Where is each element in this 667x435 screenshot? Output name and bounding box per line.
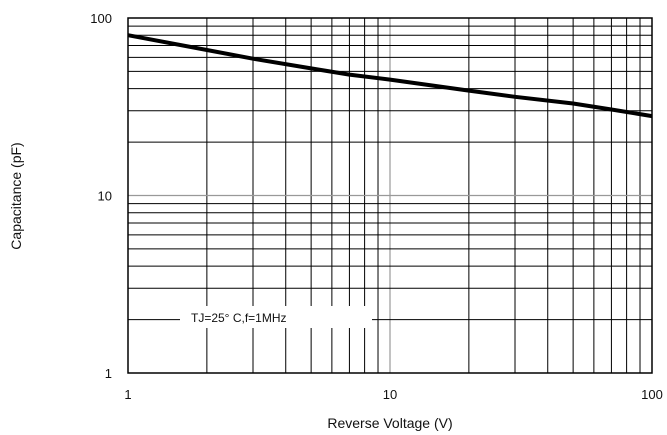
series-group: [127, 33, 653, 119]
series-line: [127, 33, 653, 119]
annotation-background: [180, 306, 372, 328]
x-tick-label: 10: [383, 387, 397, 402]
plot-frame: [127, 17, 653, 374]
y-tick-label: 1: [105, 366, 112, 381]
y-tick-label: 100: [90, 11, 112, 26]
annotation-group: TJ=25° C,f=1MHz: [180, 306, 372, 328]
annotation-text: TJ=25° C,f=1MHz: [191, 311, 287, 325]
grid-lines: [128, 18, 652, 373]
y-tick-label: 10: [98, 189, 112, 204]
y-tick-labels: 1 10 100: [90, 11, 112, 381]
x-tick-label: 100: [641, 387, 663, 402]
x-tick-labels: 1 10 100: [124, 387, 662, 402]
y-axis-label: Capacitance (pF): [8, 142, 24, 249]
x-tick-label: 1: [124, 387, 131, 402]
x-axis-label: Reverse Voltage (V): [327, 415, 452, 431]
